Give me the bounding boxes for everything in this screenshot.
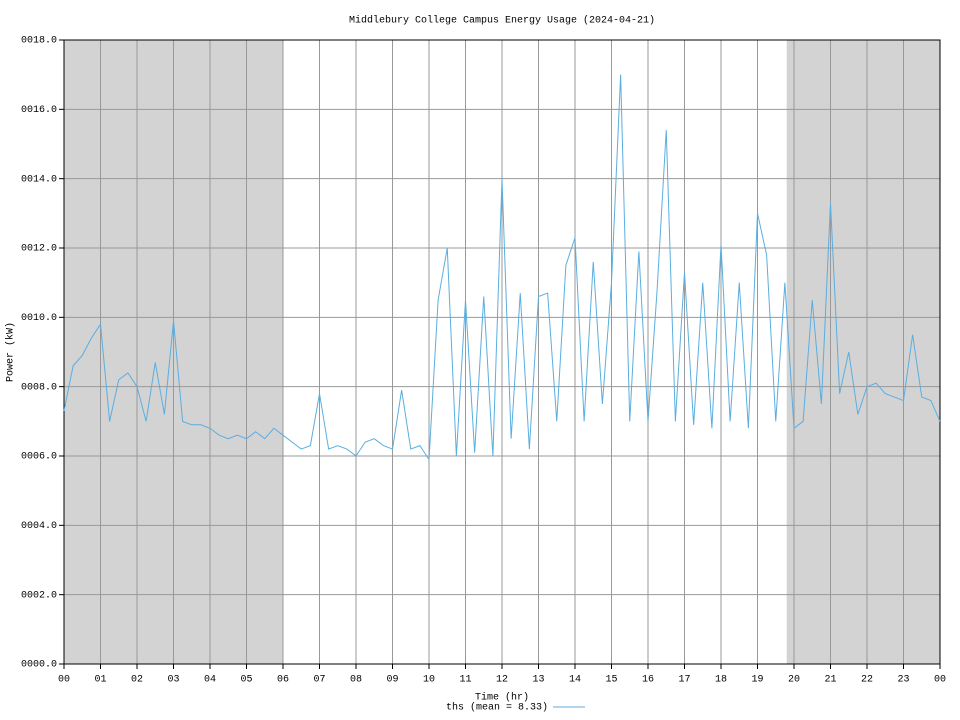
x-tick-label: 10 [423,675,435,686]
x-tick-label: 17 [678,675,690,686]
y-tick-label: 0006.0 [21,452,57,463]
data-line [63,74,941,462]
chart-title: Middlebury College Campus Energy Usage (… [349,15,655,27]
x-tick-label: 21 [824,675,836,686]
y-tick-label: 0016.0 [21,105,57,116]
x-tick-label: 20 [788,675,800,686]
x-tick-label: 00 [58,675,70,686]
x-tick-label: 11 [459,675,471,686]
plot-border [63,39,941,665]
x-tick-label: 18 [715,675,727,686]
y-tick-label: 0004.0 [21,521,57,532]
x-tick-label: 06 [277,675,289,686]
y-axis-label: Power (kW) [5,322,17,382]
y-tick-label: 0012.0 [21,244,57,255]
x-tick-label: 09 [386,675,398,686]
x-tick-label: 07 [313,675,325,686]
x-tick-label: 03 [167,675,179,686]
x-tick-label: 05 [240,675,252,686]
x-tick-label: 14 [569,675,581,686]
y-tick-label: 0018.0 [21,36,57,47]
x-tick-label: 00 [934,675,946,686]
y-tick-label: 0000.0 [21,660,57,671]
x-tick-label: 13 [532,675,544,686]
y-tick-label: 0010.0 [21,313,57,324]
x-tick-label: 02 [131,675,143,686]
x-tick-label: 12 [496,675,508,686]
x-tick-label: 04 [204,675,216,686]
y-tick-label: 0002.0 [21,590,57,601]
x-tick-label: 23 [897,675,909,686]
legend-label: ths (mean = 8.33) [446,702,548,714]
x-tick-label: 08 [350,675,362,686]
x-tick-label: 01 [94,675,106,686]
x-axis-label: Time (hr) [475,692,529,704]
x-tick-label: 19 [751,675,763,686]
y-tick-label: 0008.0 [21,382,57,393]
x-tick-label: 15 [605,675,617,686]
y-tick-label: 0014.0 [21,174,57,185]
x-tick-label: 22 [861,675,873,686]
shaded-region [786,40,940,664]
x-tick-label: 16 [642,675,654,686]
